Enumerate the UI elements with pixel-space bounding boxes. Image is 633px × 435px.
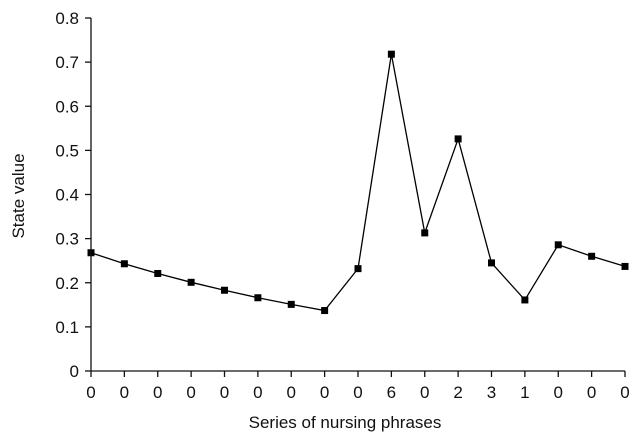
x-axis-ticks: 0 0 0 0 0 0 0 0 0 6 0 2 3 1 0 0 0: [86, 371, 630, 402]
x-tick-label: 1: [520, 383, 529, 402]
data-point-marker: [354, 265, 362, 273]
x-axis-label: Series of nursing phrases: [249, 413, 442, 432]
data-point-marker: [321, 307, 329, 315]
x-tick-label: 0: [186, 383, 195, 402]
data-point-marker: [154, 269, 162, 277]
y-tick-label: 0.7: [55, 53, 79, 72]
y-tick-label: 0.1: [55, 318, 79, 337]
data-point-marker: [588, 252, 596, 260]
x-tick-label: 0: [587, 383, 596, 402]
data-point-marker: [287, 300, 295, 308]
x-tick-label: 0: [620, 383, 629, 402]
y-tick-label: 0.2: [55, 274, 79, 293]
data-point-marker: [221, 286, 228, 294]
data-point-marker: [387, 50, 395, 58]
data-point-marker: [421, 229, 429, 237]
y-tick-label: 0.6: [55, 97, 79, 116]
x-tick-label: 0: [120, 383, 129, 402]
y-tick-label: 0.5: [55, 141, 79, 160]
x-tick-label: 0: [220, 383, 229, 402]
x-tick-label: 0: [320, 383, 329, 402]
y-axis-label: State value: [9, 153, 28, 238]
x-tick-label: 0: [353, 383, 362, 402]
data-point-marker: [621, 262, 629, 270]
data-point-marker: [254, 294, 262, 302]
x-tick-label: 0: [554, 383, 563, 402]
y-tick-label: 0.3: [55, 230, 79, 249]
y-axis-ticks: 0 0.1 0.2 0.3 0.4 0.5 0.6 0.7 0.8: [55, 9, 91, 381]
x-tick-label: 0: [253, 383, 262, 402]
x-tick-label: 3: [487, 383, 496, 402]
x-tick-label: 6: [387, 383, 396, 402]
data-point-marker: [454, 135, 462, 143]
x-tick-label: 0: [153, 383, 162, 402]
x-tick-label: 0: [86, 383, 95, 402]
data-point-marker: [488, 259, 495, 267]
x-tick-label: 2: [453, 383, 462, 402]
y-tick-label: 0.4: [55, 186, 79, 205]
data-point-marker: [120, 260, 128, 268]
data-point-marker: [521, 296, 529, 304]
data-point-marker: [187, 278, 195, 286]
x-tick-label: 0: [420, 383, 429, 402]
data-point-marker: [554, 241, 562, 249]
y-tick-label: 0: [70, 362, 79, 381]
x-tick-label: 0: [287, 383, 296, 402]
series-markers: [87, 50, 629, 315]
y-tick-label: 0.8: [55, 9, 79, 28]
